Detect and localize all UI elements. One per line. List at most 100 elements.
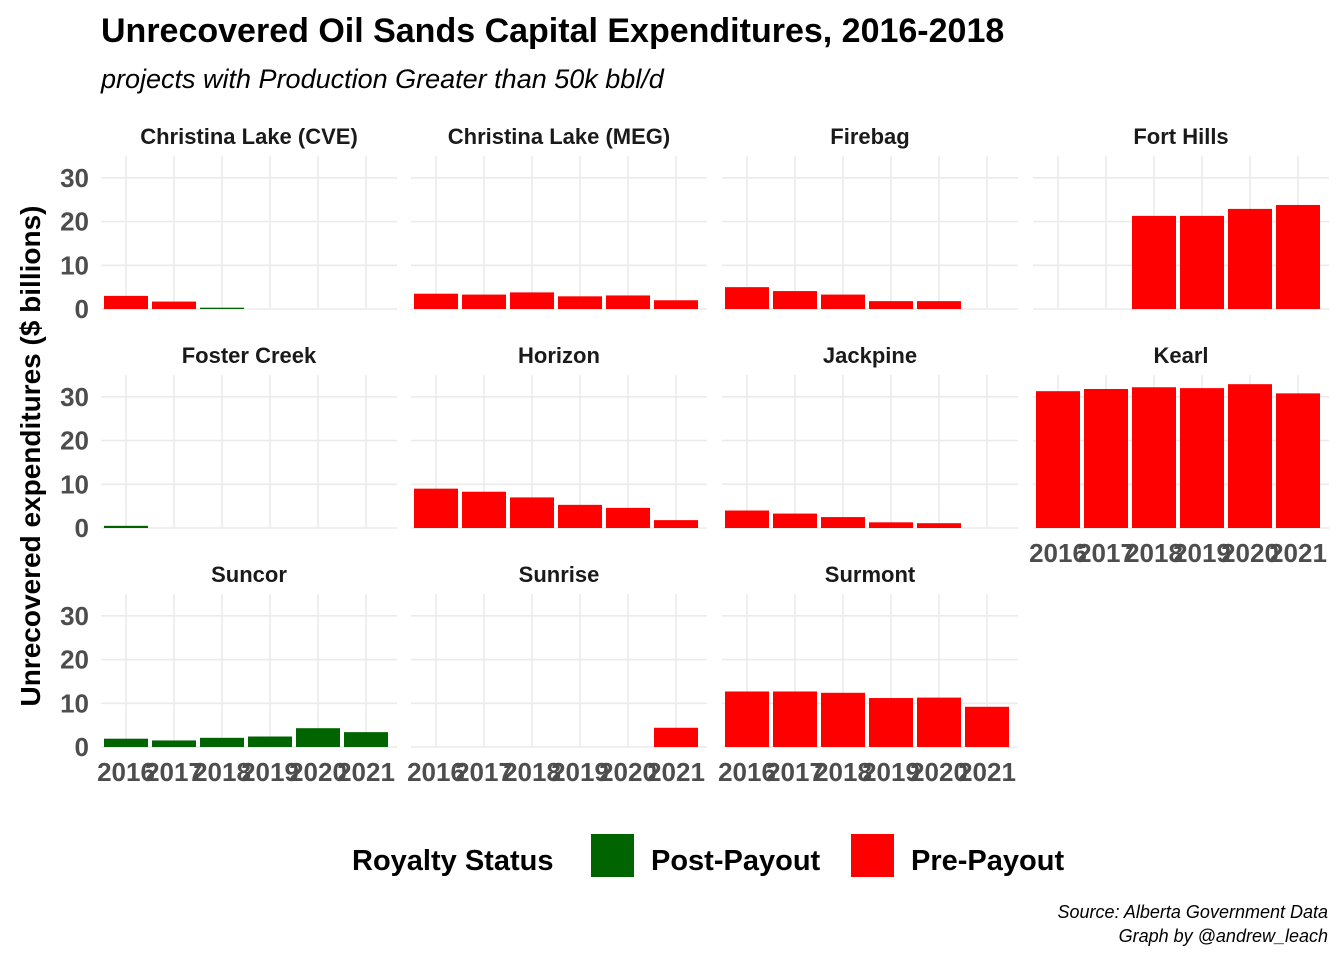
bar-surmont-2021 [965, 706, 1009, 747]
panel-horizon: Horizon [411, 343, 707, 529]
x-tick-label: 2017 [766, 757, 824, 787]
panel-title: Christina Lake (CVE) [140, 124, 358, 149]
panel-title: Kearl [1153, 343, 1208, 368]
bar-horizon-2020 [606, 507, 650, 528]
x-tick-label: 2021 [1269, 538, 1327, 568]
bar-kearl-2016 [1036, 391, 1080, 528]
bar-jackpine-2020 [917, 523, 961, 528]
x-tick-label: 2017 [145, 757, 203, 787]
bar-fort-hills-2020 [1228, 208, 1272, 309]
panel-foster-creek: Foster Creek 0 10 20 30 [60, 343, 397, 543]
bar-christina-lake-meg-2017 [462, 294, 506, 309]
bar-fort-hills-2021 [1276, 204, 1320, 309]
x-tick-label: 2021 [647, 757, 705, 787]
y-axis-label: Unrecovered expenditures ($ billions) [15, 205, 46, 706]
bar-fort-hills-2018 [1132, 215, 1176, 309]
bar-horizon-2016 [414, 488, 458, 528]
bar-christina-lake-meg-2020 [606, 295, 650, 309]
x-tick-label: 2017 [1077, 538, 1135, 568]
bar-horizon-2021 [654, 520, 698, 528]
bar-kearl-2017 [1084, 388, 1128, 528]
x-tick-label: 2021 [958, 757, 1016, 787]
bar-christina-lake-meg-2019 [558, 296, 602, 309]
bar-suncor-2017 [152, 740, 196, 747]
x-tick-label: 2020 [289, 757, 347, 787]
facet-panels: Christina Lake (CVE) 0 10 20 30 Christina Lak… [60, 124, 1329, 787]
bar-suncor-2018 [200, 737, 244, 747]
y-tick-label: 20 [60, 207, 89, 237]
y-tick-label: 30 [60, 382, 89, 412]
panel-sunrise: Sunrise [411, 562, 707, 748]
panel-surmont: Surmont [722, 562, 1018, 748]
x-tick-label: 2019 [551, 757, 609, 787]
panel-title: Christina Lake (MEG) [448, 124, 670, 149]
chart-subtitle: projects with Production Greater than 50… [100, 64, 665, 94]
bar-surmont-2016 [725, 691, 769, 747]
x-tick-label: 2016 [97, 757, 155, 787]
x-tick-label: 2019 [241, 757, 299, 787]
panel-title: Jackpine [823, 343, 917, 368]
panel-title: Suncor [211, 562, 287, 587]
legend-title: Royalty Status [352, 845, 553, 877]
bar-kearl-2021 [1276, 393, 1320, 528]
x-tick-label: 2017 [455, 757, 513, 787]
legend-swatch-post-payout [591, 834, 634, 877]
x-tick-label: 2019 [1173, 538, 1231, 568]
legend-swatch-pre-payout [851, 834, 894, 877]
y-tick-label: 10 [60, 688, 89, 718]
bar-suncor-2020 [296, 728, 340, 747]
panel-jackpine: Jackpine [722, 343, 1018, 529]
x-tick-label: 2019 [862, 757, 920, 787]
panel-title: Horizon [518, 343, 600, 368]
panel-christina-lake-cve: Christina Lake (CVE) 0 10 20 30 [60, 124, 397, 324]
bar-horizon-2018 [510, 497, 554, 528]
bar-christina-lake-cve-2017 [152, 301, 196, 309]
panel-title: Firebag [830, 124, 909, 149]
legend-label-pre-payout: Pre-Payout [911, 845, 1064, 877]
bar-kearl-2019 [1180, 388, 1224, 528]
bar-firebag-2017 [773, 291, 817, 309]
y-tick-label: 10 [60, 469, 89, 499]
legend: Royalty Status Post-Payout Pre-Payout [352, 834, 1064, 877]
x-tick-label: 2018 [193, 757, 251, 787]
bar-surmont-2020 [917, 697, 961, 747]
bar-sunrise-2021 [654, 727, 698, 747]
x-tick-label: 2020 [599, 757, 657, 787]
bar-christina-lake-meg-2021 [654, 300, 698, 309]
y-tick-label: 0 [75, 294, 89, 324]
panel-fort-hills: Fort Hills [1033, 124, 1329, 310]
x-tick-label: 2016 [718, 757, 776, 787]
y-tick-label: 0 [75, 732, 89, 762]
bar-kearl-2018 [1132, 387, 1176, 528]
bar-firebag-2019 [869, 301, 913, 309]
x-tick-label: 2018 [1125, 538, 1183, 568]
legend-label-post-payout: Post-Payout [651, 845, 821, 877]
bar-firebag-2020 [917, 301, 961, 309]
bar-christina-lake-meg-2018 [510, 292, 554, 309]
bar-jackpine-2016 [725, 510, 769, 528]
x-tick-label: 2018 [814, 757, 872, 787]
panel-title: Fort Hills [1133, 124, 1228, 149]
x-tick-label: 2016 [1029, 538, 1087, 568]
panel-title: Surmont [825, 562, 916, 587]
bar-surmont-2019 [869, 698, 913, 747]
bar-suncor-2019 [248, 736, 292, 747]
x-tick-label: 2021 [337, 757, 395, 787]
bar-jackpine-2019 [869, 522, 913, 528]
x-tick-label: 2020 [1221, 538, 1279, 568]
bar-suncor-2021 [344, 732, 388, 747]
caption-credit: Graph by @andrew_leach [1119, 926, 1328, 946]
y-tick-label: 20 [60, 426, 89, 456]
bar-christina-lake-cve-2016 [104, 295, 148, 309]
panel-suncor: Suncor 0 10 20 30 [60, 562, 397, 762]
bar-horizon-2019 [558, 504, 602, 528]
chart-title: Unrecovered Oil Sands Capital Expenditur… [101, 12, 1004, 50]
x-tick-label: 2018 [503, 757, 561, 787]
bar-fort-hills-2019 [1180, 215, 1224, 309]
x-tick-label: 2020 [910, 757, 968, 787]
panel-firebag: Firebag [722, 124, 1018, 310]
bar-christina-lake-meg-2016 [414, 293, 458, 309]
